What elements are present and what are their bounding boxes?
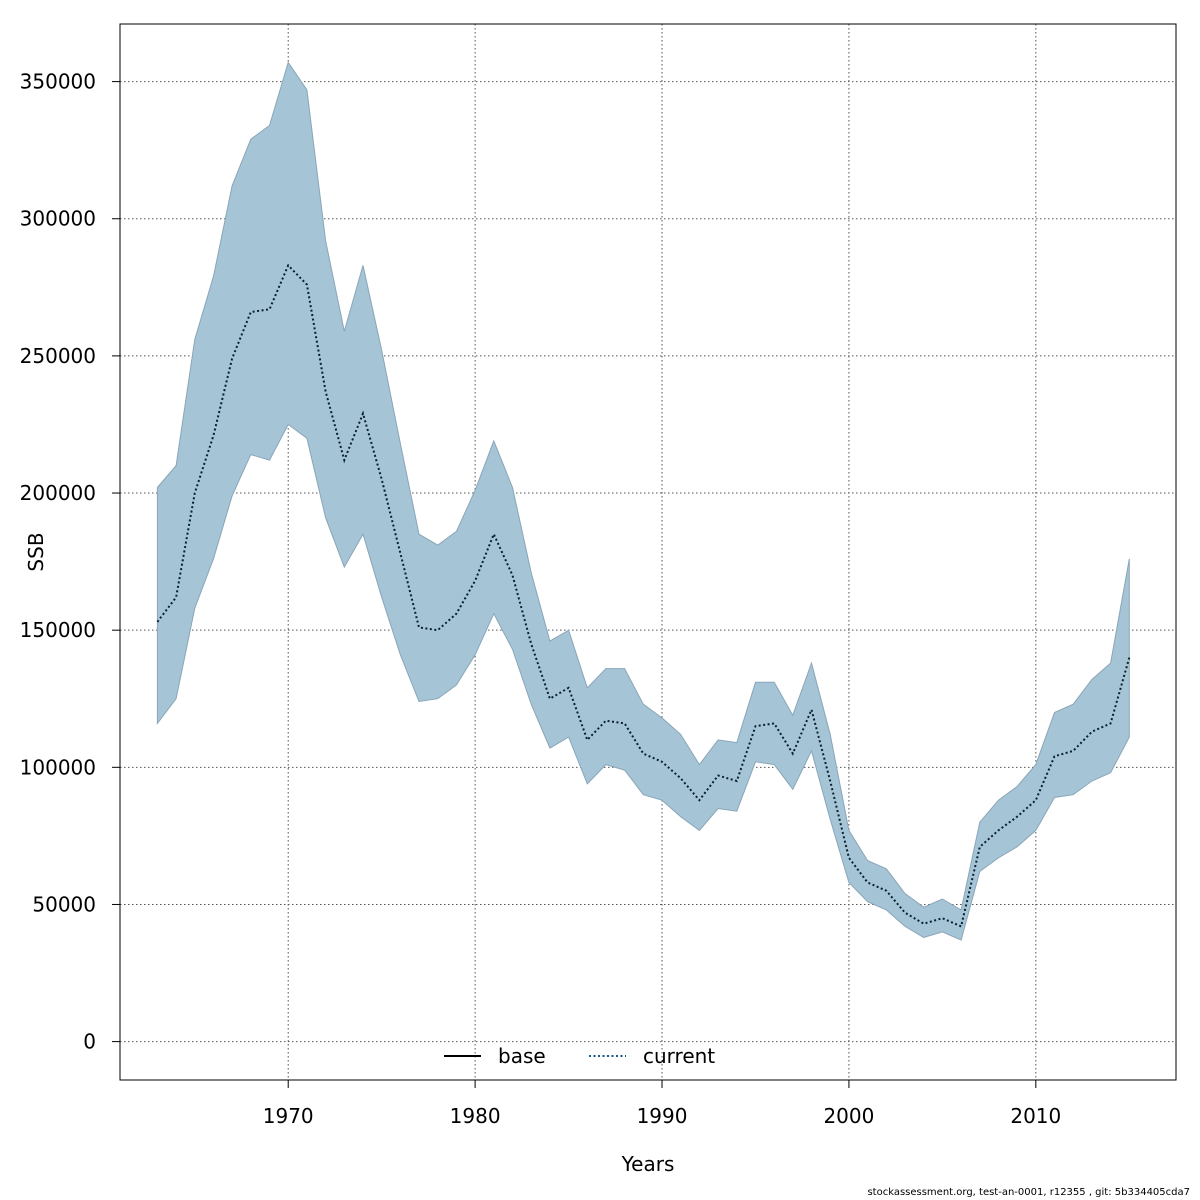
legend: base current: [444, 1044, 715, 1068]
x-tick-label: 1990: [637, 1104, 688, 1128]
x-tick-label: 1980: [450, 1104, 501, 1128]
confidence-band: [156, 61, 1130, 941]
y-tick-label: 100000: [20, 755, 96, 779]
series-lines: [156, 263, 1131, 928]
y-tick-label: 50000: [32, 892, 96, 916]
x-axis-title: Years: [621, 1152, 675, 1176]
x-tick-label: 2000: [823, 1104, 874, 1128]
x-tick-label: 1970: [263, 1104, 314, 1128]
series-line-current: [156, 263, 1131, 928]
y-tick-label: 350000: [20, 70, 96, 94]
y-tick-label: 300000: [20, 207, 96, 231]
y-axis-title: SSB: [24, 532, 48, 571]
x-axis-ticks: 1970 1980 1990 2000 2010: [263, 1080, 1061, 1128]
y-tick-label: 150000: [20, 618, 96, 642]
y-axis-ticks: 0 50000 100000 150000 200000 250000 300000 3500…: [20, 70, 120, 1054]
y-tick-label: 0: [83, 1030, 96, 1054]
legend-label-base: base: [498, 1044, 546, 1068]
y-tick-label: 200000: [20, 481, 96, 505]
x-tick-label: 2010: [1010, 1104, 1061, 1128]
footnote: stockassessment.org, test-an-0001, r1235…: [867, 1187, 1190, 1198]
y-tick-label: 250000: [20, 344, 96, 368]
confidence-band-area: [156, 61, 1130, 941]
plot-frame: [119, 23, 1177, 1081]
legend-label-current: current: [643, 1044, 715, 1068]
